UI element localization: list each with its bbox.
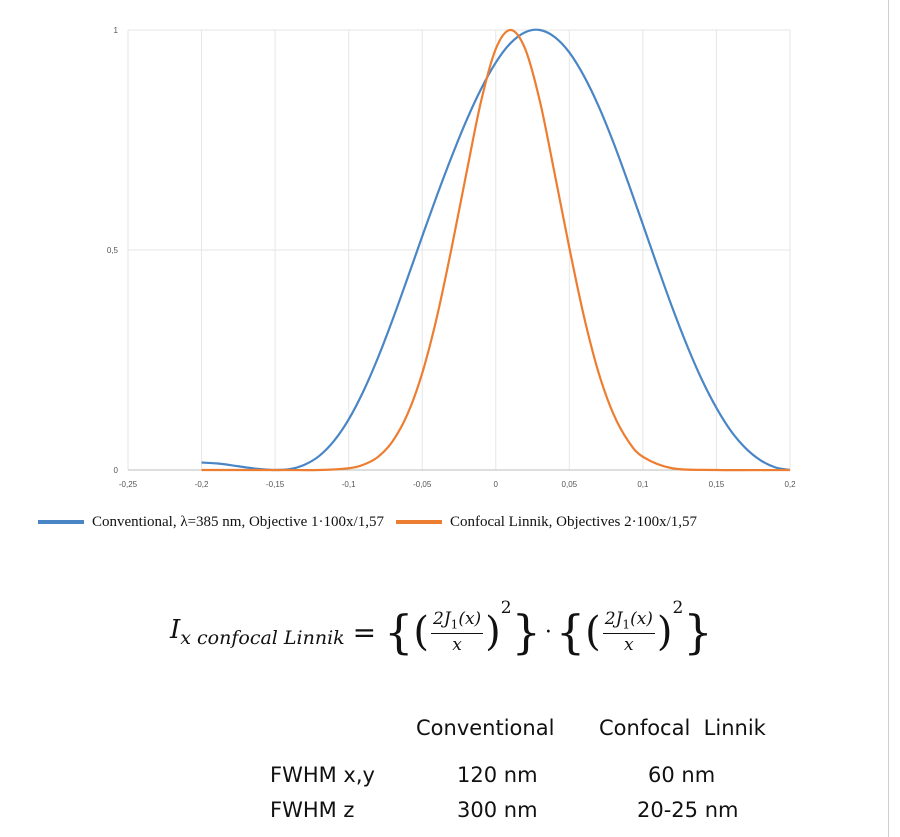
formula-close-brace-2: } [683, 605, 713, 659]
formula-close-brace-1: } [511, 605, 541, 659]
formula-lhs-subscript: x confocal Linnik [180, 627, 345, 649]
formula-equals: = [352, 615, 377, 649]
formula-close-paren-2: ) [656, 609, 673, 655]
series-line-0 [201, 28, 791, 472]
formula-open-brace-1: { [384, 605, 414, 659]
formula-denominator-1: x [452, 634, 462, 655]
formula-numerator-1: 2J1(x) [431, 609, 484, 634]
legend-label-conventional: Conventional, λ=385 nm, Objective 1·100x… [92, 513, 384, 530]
y-tick-label: 1 [114, 26, 119, 35]
x-tick-label: 0,15 [709, 480, 725, 489]
chart-legend: Conventional, λ=385 nm, Objective 1·100x… [38, 510, 838, 534]
formula-exponent-2: 2 [672, 598, 684, 618]
formula-close-paren-1: ) [485, 609, 501, 655]
table-cell-confocal-xy: 60 nm [648, 763, 716, 787]
x-tick-label: 0,2 [784, 480, 796, 489]
legend-entry-conventional: Conventional, λ=385 nm, Objective 1·100x… [38, 514, 384, 531]
legend-label-confocal: Confocal Linnik, Objectives 2·100x/1,57 [449, 513, 697, 530]
table-row-label-z: FWHM z [270, 798, 355, 822]
formula-numerator-post-2: (x) [630, 609, 653, 630]
legend-entry-confocal: Confocal Linnik, Objectives 2·100x/1,57 [395, 513, 697, 531]
formula-numerator-pre-2: 2J [604, 609, 623, 630]
legend-swatch-confocal [395, 520, 442, 524]
formula-denominator-2: x [624, 634, 634, 655]
formula-open-brace-2: { [555, 605, 586, 659]
y-tick-label: 0 [114, 466, 119, 475]
x-tick-label: -0,05 [413, 480, 432, 489]
formula-fraction-1: 2J1(x) x [431, 609, 484, 655]
formula-open-paren-1: ( [413, 609, 430, 655]
x-tick-label: -0,2 [195, 480, 209, 489]
formula-numerator-2: 2J1(x) [602, 609, 655, 634]
table-header-conventional: Conventional [416, 716, 555, 740]
x-tick-label: -0,1 [342, 480, 356, 489]
x-tick-label: 0 [494, 480, 499, 489]
formula-numerator-sub: 1 [450, 617, 459, 632]
x-tick-label: 0,05 [562, 480, 578, 489]
formula-numerator-post: (x) [458, 609, 482, 630]
x-tick-label: 0,1 [637, 480, 649, 489]
legend-swatch-conventional [38, 520, 84, 524]
formula-exponent-1: 2 [500, 598, 512, 618]
x-tick-label: -0,25 [119, 480, 138, 489]
x-tick-label: -0,15 [266, 480, 285, 489]
intensity-formula: Ix confocal Linnik = { ( 2J1(x) x ) 2 } … [170, 592, 713, 672]
y-tick-label: 0,5 [107, 246, 119, 255]
page-right-border [888, 0, 889, 837]
formula-lhs: Ix confocal Linnik [170, 615, 345, 649]
series-line-1 [201, 28, 791, 472]
formula-open-paren-2: ( [585, 609, 601, 655]
table-cell-confocal-z: 20-25 nm [637, 798, 739, 822]
psf-line-chart: -0,25 -0,2 -0,15 -0,1 -0,05 0 0,05 0,1 0,15 0,2 0 0… [107, 26, 796, 489]
formula-lhs-symbol: I [170, 615, 181, 645]
table-row-label-xy: FWHM x,y [270, 763, 375, 787]
formula-numerator-pre: 2J [433, 609, 451, 630]
table-cell-conventional-xy: 120 nm [457, 763, 538, 787]
table-cell-conventional-z: 300 nm [457, 798, 538, 822]
formula-numerator-sub-2: 1 [622, 617, 631, 632]
formula-fraction-2: 2J1(x) x [602, 609, 655, 655]
formula-dot: · [544, 619, 552, 645]
table-header-confocal: Confocal Linnik [599, 716, 766, 740]
